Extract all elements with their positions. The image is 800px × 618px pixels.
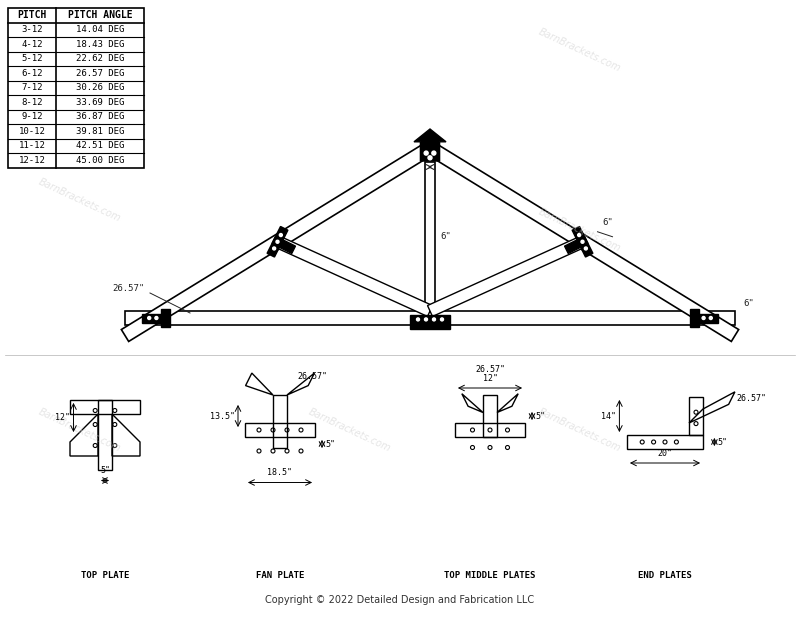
Text: 20": 20" [658, 449, 673, 458]
Text: 45.00 DEG: 45.00 DEG [76, 156, 124, 165]
Polygon shape [427, 236, 585, 316]
Circle shape [424, 151, 428, 155]
Bar [98, 400, 112, 470]
Text: 14": 14" [602, 412, 616, 420]
Bar [273, 395, 287, 447]
Circle shape [155, 316, 158, 320]
Text: 18.5": 18.5" [267, 467, 293, 476]
Text: BarnBrackets.com: BarnBrackets.com [38, 407, 122, 454]
Text: TOP MIDDLE PLATES: TOP MIDDLE PLATES [444, 570, 536, 580]
Text: 26.57": 26.57" [475, 365, 505, 374]
Polygon shape [414, 129, 446, 161]
Circle shape [578, 234, 581, 237]
Circle shape [710, 316, 712, 320]
Polygon shape [426, 142, 738, 342]
Text: 6": 6" [440, 232, 450, 241]
Text: 5": 5" [535, 412, 545, 420]
Text: PITCH: PITCH [18, 11, 46, 20]
Circle shape [584, 247, 587, 250]
Polygon shape [267, 226, 288, 257]
Text: 5-12: 5-12 [22, 54, 42, 63]
Bar [455, 423, 525, 437]
Text: END PLATES: END PLATES [638, 570, 692, 580]
Polygon shape [272, 236, 295, 253]
Text: 5": 5" [100, 465, 110, 475]
Polygon shape [275, 236, 433, 316]
Text: BarnBrackets.com: BarnBrackets.com [538, 27, 622, 74]
Text: 5": 5" [718, 438, 727, 446]
Polygon shape [694, 313, 718, 323]
Bar [627, 435, 703, 449]
Text: 11-12: 11-12 [18, 142, 46, 150]
Text: 6-12: 6-12 [22, 69, 42, 78]
Polygon shape [565, 236, 588, 253]
Polygon shape [142, 313, 166, 323]
Text: 6": 6" [425, 154, 435, 163]
Text: 22.62 DEG: 22.62 DEG [76, 54, 124, 63]
Text: BarnBrackets.com: BarnBrackets.com [538, 206, 622, 253]
Text: 36.87 DEG: 36.87 DEG [76, 112, 124, 121]
Text: BarnBrackets.com: BarnBrackets.com [538, 407, 622, 454]
Bar [70, 400, 140, 414]
Text: 7-12: 7-12 [22, 83, 42, 92]
Circle shape [148, 316, 150, 320]
Text: 3-12: 3-12 [22, 25, 42, 34]
Text: 6": 6" [602, 218, 614, 227]
Polygon shape [161, 309, 170, 327]
Bar [689, 397, 703, 435]
Circle shape [441, 318, 443, 321]
Bar [483, 395, 497, 437]
Circle shape [428, 156, 432, 160]
Circle shape [425, 318, 427, 321]
Text: 12-12: 12-12 [18, 156, 46, 165]
Text: 26.57": 26.57" [113, 284, 145, 292]
Polygon shape [572, 226, 593, 257]
Circle shape [417, 318, 419, 321]
Text: 8-12: 8-12 [22, 98, 42, 107]
Text: 33.69 DEG: 33.69 DEG [76, 98, 124, 107]
Text: Copyright © 2022 Detailed Design and Fabrication LLC: Copyright © 2022 Detailed Design and Fab… [266, 595, 534, 605]
Circle shape [702, 316, 705, 320]
Text: 5": 5" [325, 439, 335, 449]
Text: 10-12: 10-12 [18, 127, 46, 136]
Text: 26.57": 26.57" [298, 372, 327, 381]
Circle shape [279, 234, 282, 237]
Circle shape [433, 318, 435, 321]
Bar [410, 315, 450, 329]
Circle shape [276, 240, 279, 243]
Text: FAN PLATE: FAN PLATE [256, 570, 304, 580]
Text: 13.5": 13.5" [210, 412, 235, 420]
Text: BarnBrackets.com: BarnBrackets.com [307, 407, 393, 454]
Text: TOP PLATE: TOP PLATE [81, 570, 129, 580]
Text: 26.57 DEG: 26.57 DEG [76, 69, 124, 78]
Text: 30.26 DEG: 30.26 DEG [76, 83, 124, 92]
Text: 42.51 DEG: 42.51 DEG [76, 142, 124, 150]
Text: 26.57": 26.57" [737, 394, 766, 402]
Text: 18.43 DEG: 18.43 DEG [76, 40, 124, 49]
Polygon shape [122, 142, 434, 342]
Text: 12": 12" [482, 374, 498, 383]
Circle shape [273, 247, 276, 250]
Polygon shape [125, 311, 735, 325]
Circle shape [432, 151, 436, 155]
Circle shape [581, 240, 584, 243]
Text: 6": 6" [743, 298, 754, 308]
Text: 14.04 DEG: 14.04 DEG [76, 25, 124, 34]
Bar [245, 423, 315, 437]
Text: 39.81 DEG: 39.81 DEG [76, 127, 124, 136]
Text: PITCH ANGLE: PITCH ANGLE [68, 11, 132, 20]
Text: 4-12: 4-12 [22, 40, 42, 49]
Bar [425, 162, 435, 312]
Polygon shape [690, 309, 699, 327]
Bar [8, 8, 144, 167]
Text: 12": 12" [55, 413, 70, 422]
Text: BarnBrackets.com: BarnBrackets.com [38, 177, 122, 224]
Text: 9-12: 9-12 [22, 112, 42, 121]
